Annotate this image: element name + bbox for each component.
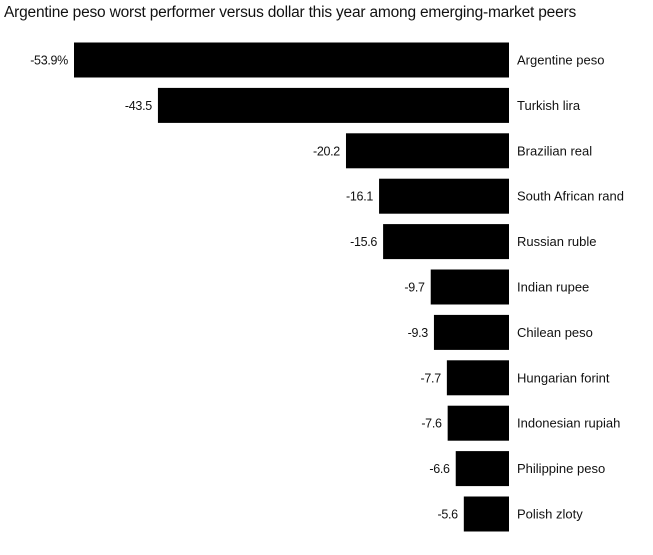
category-label: South African rand [517,189,624,204]
category-label: Polish zloty [517,507,583,522]
bar-south-african-rand [379,178,509,214]
value-label: -15.6 [350,235,377,249]
bar-polish-zloty [463,496,509,532]
category-label: Philippine peso [517,461,605,476]
category-label: Russian ruble [517,234,597,249]
value-label: -5.6 [437,508,458,522]
category-label: Chilean peso [517,325,593,340]
value-label: -53.9% [30,54,68,68]
value-label: -9.7 [404,281,425,295]
chart-title: Argentine peso worst performer versus do… [4,4,576,21]
category-label: Indonesian rupiah [517,416,620,431]
bar-philippine-peso [455,451,509,487]
bar-indonesian-rupiah [447,405,509,441]
category-label: Turkish lira [517,98,581,113]
value-label: -7.7 [421,371,442,385]
value-label: -43.5 [125,99,152,113]
bar-russian-ruble [383,224,509,260]
category-label: Indian rupee [517,280,589,295]
category-label: Hungarian forint [517,370,610,385]
bar-turkish-lira [157,87,509,123]
bar-chilean-peso [433,314,509,350]
bar-argentine-peso [74,42,509,78]
value-label: -9.3 [408,326,429,340]
value-label: -16.1 [346,190,373,204]
value-label: -6.6 [429,462,450,476]
category-label: Argentine peso [517,53,604,68]
value-label: -20.2 [313,144,340,158]
category-label: Brazilian real [517,143,592,158]
bar-brazilian-real [345,133,509,169]
value-label: -7.6 [421,417,442,431]
bar-hungarian-forint [446,360,509,396]
bar-indian-rupee [430,269,509,305]
